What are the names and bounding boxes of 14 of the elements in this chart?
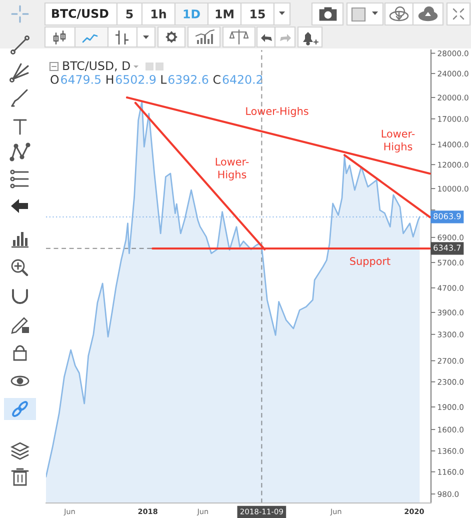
annotation: Support (350, 257, 390, 268)
text: 5 (126, 10, 133, 18)
annotation: Lower- Highs (382, 130, 415, 152)
annotation: Lower- Highs (216, 158, 249, 180)
annotation: O 6479.5 H 6502.9 L6392.6 C 6420.2 (50, 74, 262, 84)
text: 1M (216, 10, 234, 18)
text: 1h (152, 9, 166, 18)
text: 1D (184, 10, 200, 18)
annotation: Lower-Highs (246, 106, 308, 118)
ref-line-label: 8063.9 (434, 213, 461, 220)
ref-line-label: 6343.7 (434, 244, 461, 251)
text: 15 (250, 10, 265, 18)
text: BTC/USD, D (63, 61, 130, 72)
chart-title: BTC/USD (52, 8, 108, 19)
